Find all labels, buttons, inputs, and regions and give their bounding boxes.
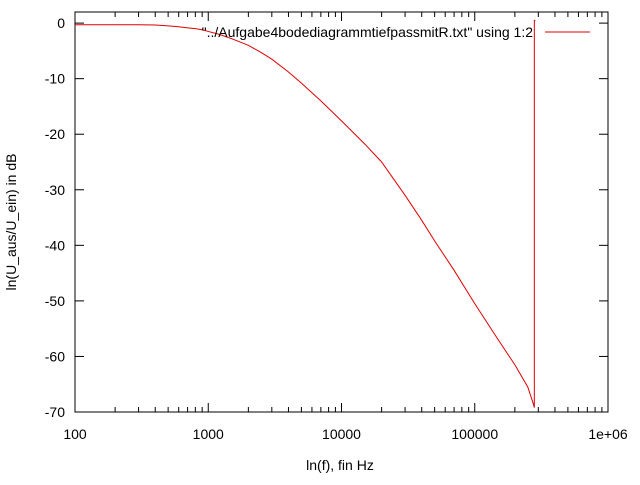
y-tick-label: 0: [57, 15, 65, 31]
y-tick-label: -60: [45, 348, 65, 364]
y-axis-label: ln(U_aus/U_ein) in dB: [3, 154, 19, 291]
y-tick-label: -40: [45, 237, 65, 253]
x-axis-label: ln(f), fin Hz: [306, 457, 374, 473]
x-tick-label: 1000: [193, 426, 224, 442]
y-tick-label: -10: [45, 71, 65, 87]
y-tick-label: -20: [45, 126, 65, 142]
tick-labels: 0 -10 -20 -30 -40 -50 -60 -70 100 1000 10000 100000…: [45, 15, 628, 442]
series-layer: [75, 19, 536, 408]
y-tick-label: -70: [45, 404, 65, 420]
axis-ticks: [74, 12, 609, 413]
y-tick-label: -50: [45, 293, 65, 309]
x-tick-label: 100: [63, 426, 87, 442]
y-tick-label: -30: [45, 182, 65, 198]
x-tick-label: 1e+06: [588, 426, 628, 442]
plot-frame: [74, 11, 609, 413]
legend-label: "../Aufgabe4bodediagrammtiefpassmitR.txt…: [202, 24, 534, 40]
x-tick-label: 100000: [451, 426, 498, 442]
series-line-0: [75, 19, 536, 408]
legend: "../Aufgabe4bodediagrammtiefpassmitR.txt…: [202, 24, 590, 40]
x-tick-label: 10000: [322, 426, 361, 442]
